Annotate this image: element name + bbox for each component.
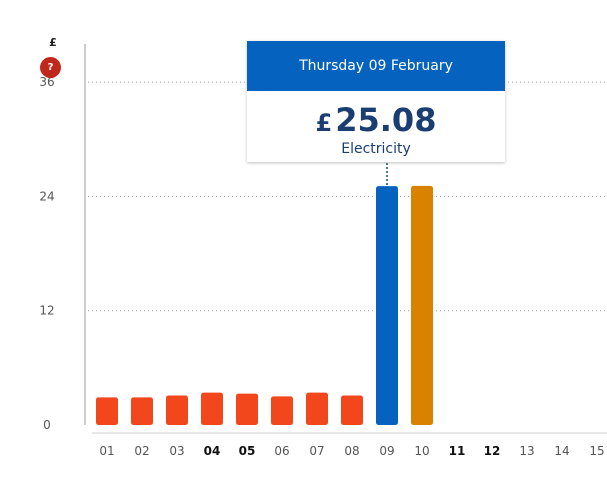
bar-10[interactable]: [411, 185, 433, 425]
x-tick-label-07: 07: [309, 444, 324, 458]
help-icon[interactable]: ?: [40, 57, 61, 78]
x-tick-label-02: 02: [134, 444, 149, 458]
grid-lines: [88, 81, 607, 312]
x-tick-label-04: 04: [204, 444, 221, 458]
x-tick-label-14: 14: [554, 444, 569, 458]
tooltip-fuel-type: Electricity: [341, 141, 411, 157]
tooltip-amount: 25.08: [335, 101, 437, 139]
tooltip-currency: £: [315, 109, 333, 137]
y-tick-label-0: 0: [43, 418, 51, 432]
x-tick-label-09: 09: [379, 444, 394, 458]
currency-unit-label: £: [49, 36, 57, 49]
x-tick-label-13: 13: [519, 444, 534, 458]
x-tick-label-11: 11: [449, 444, 466, 458]
tooltip-value: £25.08: [247, 102, 505, 144]
bar-09[interactable]: [376, 186, 398, 425]
tooltip-date: Thursday 09 February: [247, 41, 505, 91]
bar-06[interactable]: [271, 396, 293, 425]
x-tick-label-10: 10: [414, 444, 429, 458]
bar-02[interactable]: [131, 397, 153, 425]
x-tick-label-01: 01: [99, 444, 114, 458]
bar-05[interactable]: [236, 393, 258, 425]
y-tick-label-36: 36: [39, 75, 54, 89]
bar-03[interactable]: [166, 395, 188, 425]
bars: [96, 185, 433, 425]
axes: [84, 44, 607, 434]
bar-07[interactable]: [306, 392, 328, 425]
x-tick-label-03: 03: [169, 444, 184, 458]
x-tick-label-06: 06: [274, 444, 289, 458]
bar-01[interactable]: [96, 397, 118, 425]
y-axis-ticks: 0 12 24 36: [39, 75, 54, 432]
x-tick-label-15: 15: [589, 444, 604, 458]
x-tick-label-08: 08: [344, 444, 359, 458]
x-tick-label-05: 05: [239, 444, 256, 458]
x-tick-label-12: 12: [484, 444, 501, 458]
bar-08[interactable]: [341, 395, 363, 425]
x-axis-ticks: 01 02 03 04 05 06 07 08 09 10 11 12 13 14 15: [99, 444, 604, 458]
bar-tooltip: Thursday 09 February £25.08 Electricity: [247, 41, 505, 162]
bar-04[interactable]: [201, 392, 223, 425]
y-tick-label-12: 12: [39, 304, 54, 318]
y-tick-label-24: 24: [39, 189, 54, 203]
